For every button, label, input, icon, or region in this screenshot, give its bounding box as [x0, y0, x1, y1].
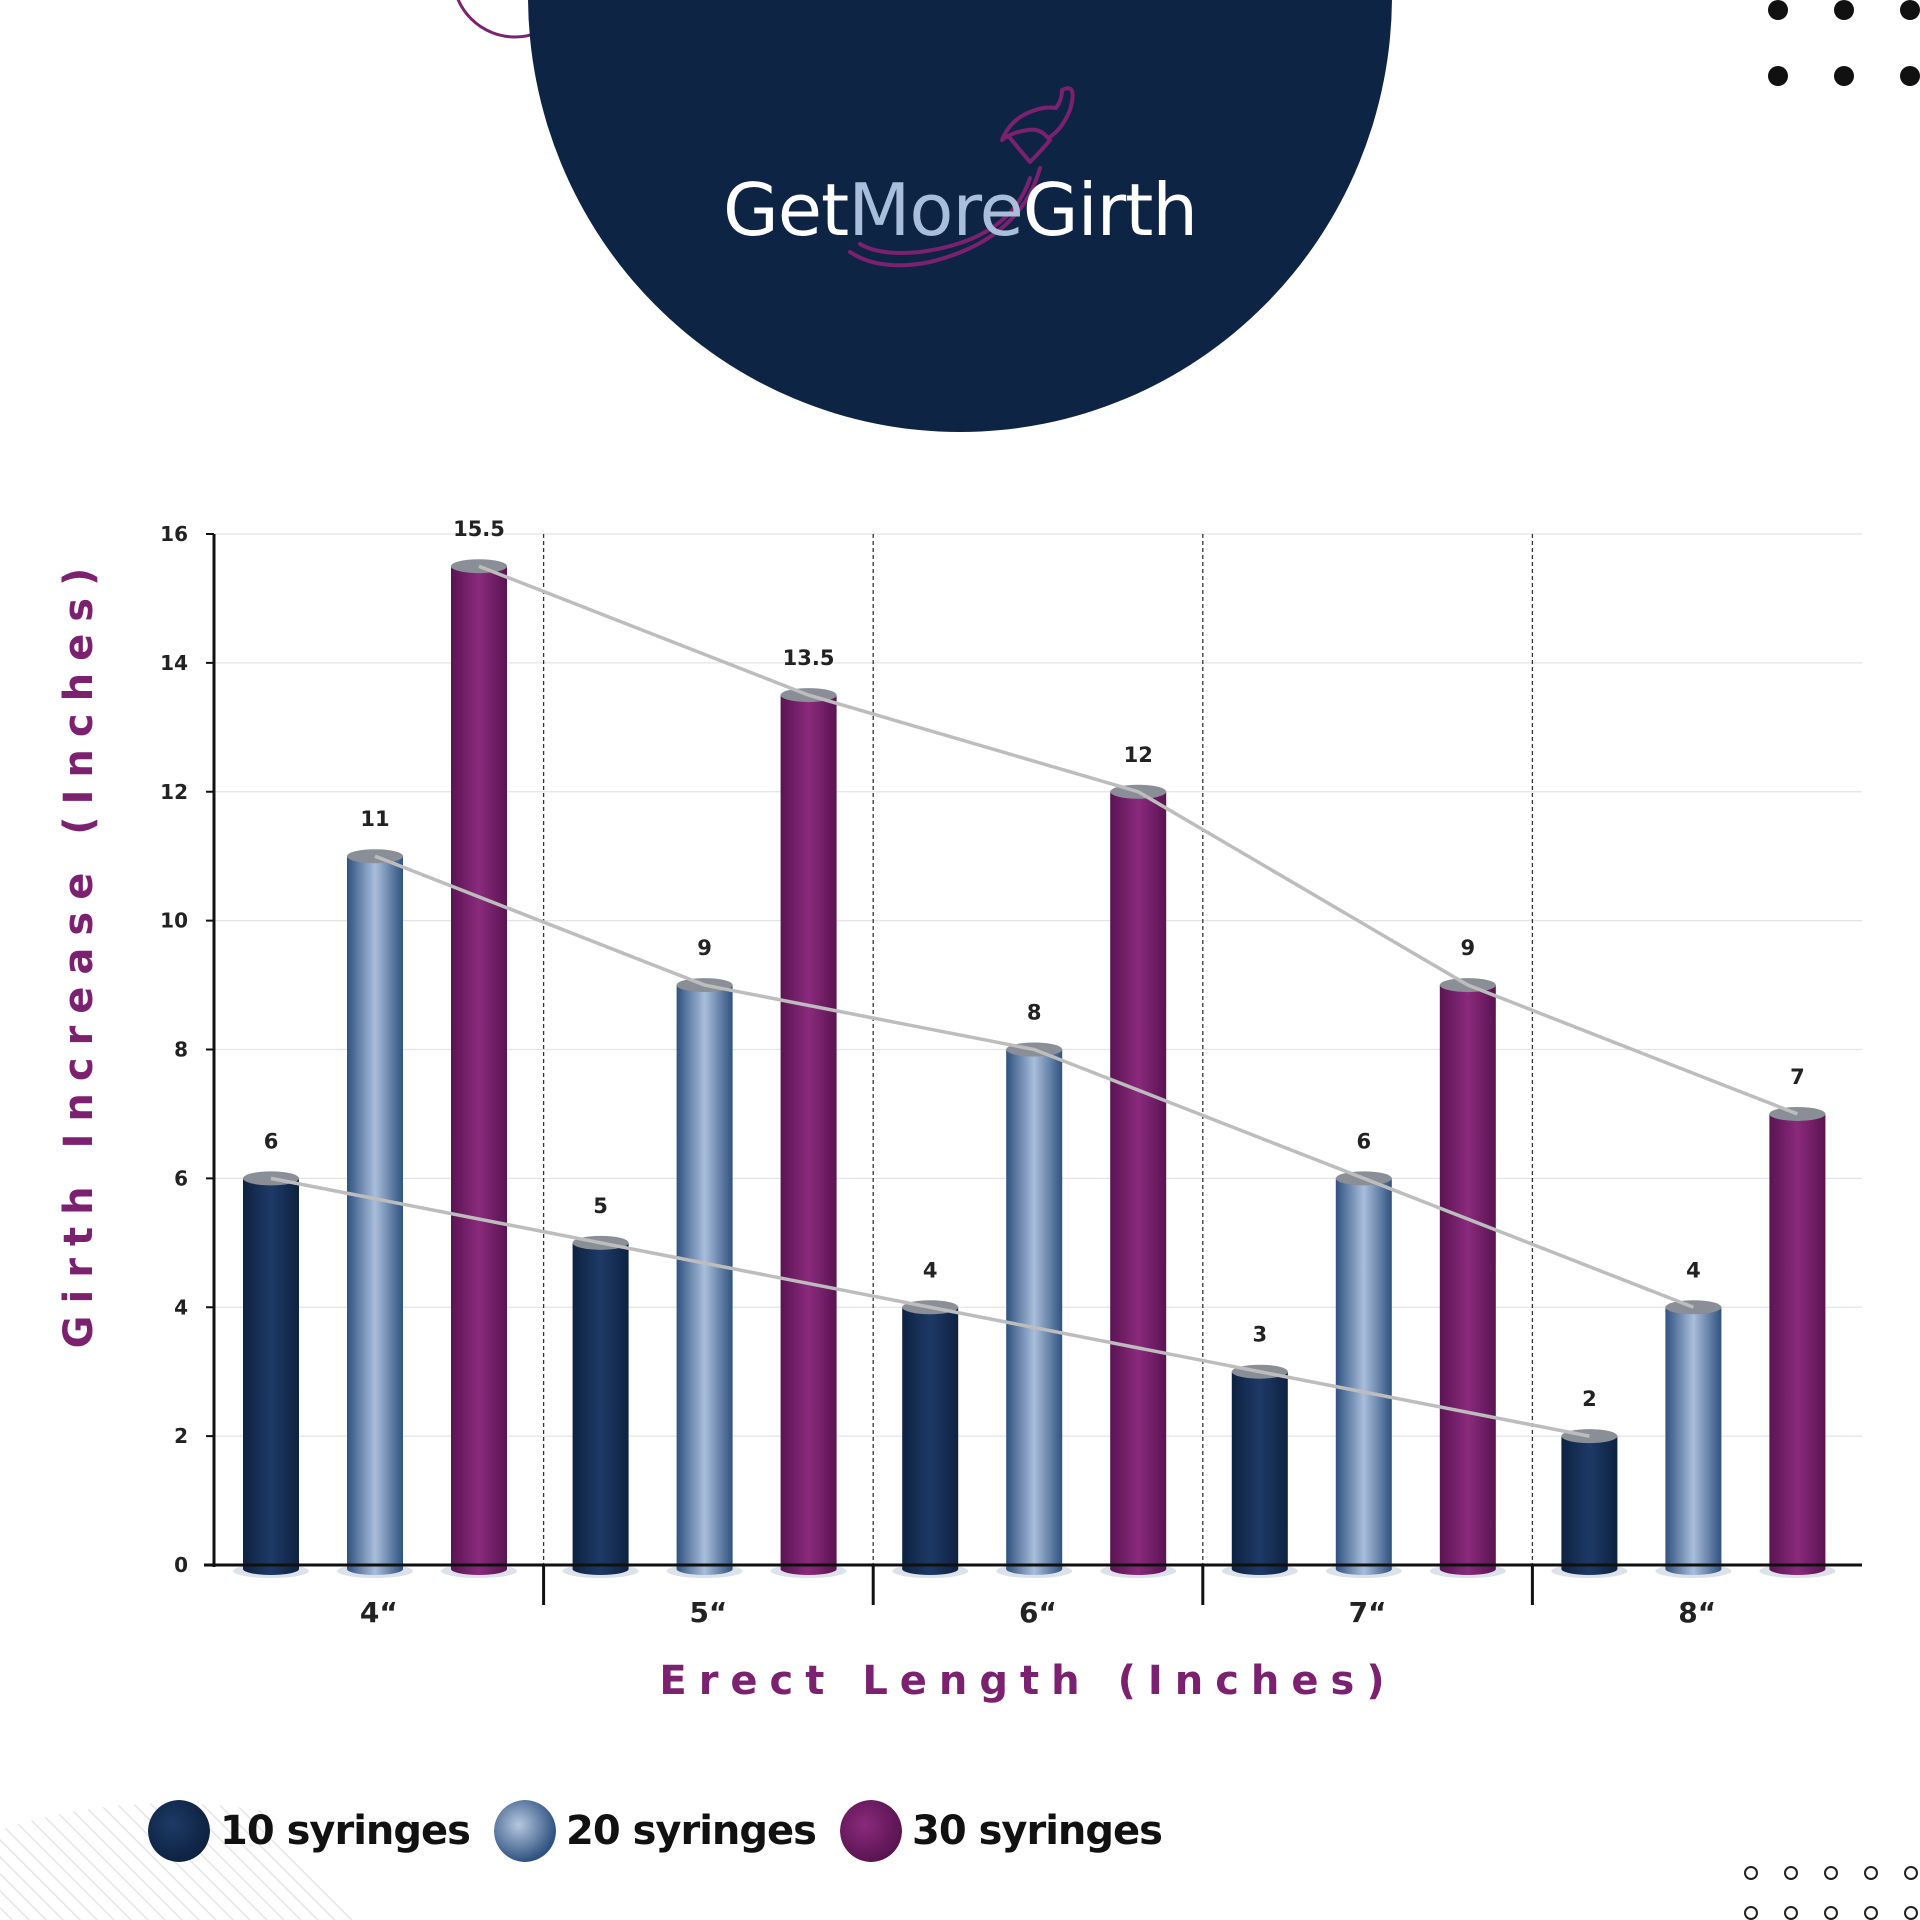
deco-dots-top-right	[1768, 0, 1920, 86]
bar	[1335, 1178, 1392, 1569]
logo-word-girth: Girth	[1022, 168, 1198, 252]
legend-item-30-syringes: 30 syringes	[840, 1800, 1163, 1862]
deco-rings-bottom-right	[1744, 1866, 1918, 1920]
trend-line	[478, 564, 1799, 1116]
bar	[1561, 1436, 1618, 1569]
bar	[902, 1307, 959, 1569]
logo-word-more: More	[848, 168, 1023, 252]
data-label: 6	[264, 1129, 279, 1153]
bar	[1231, 1371, 1288, 1569]
x-tick-label: 4“	[360, 1596, 398, 1629]
axis-layer: 0 2 4 6 8 10 12 14 16 4“ 5“ 6“ 7“ 8“	[160, 522, 1862, 1629]
legend-swatch-20-syringes	[494, 1800, 556, 1862]
data-label: 9	[1460, 936, 1475, 960]
deco-ring	[456, 0, 574, 39]
legend-item-20-syringes: 20 syringes	[494, 1800, 817, 1862]
x-tick-label: 6“	[1019, 1596, 1057, 1629]
data-label: 2	[1582, 1387, 1597, 1411]
data-label: 15.5	[453, 517, 505, 541]
y-tick-label: 8	[174, 1038, 188, 1062]
data-label: 5	[593, 1194, 608, 1218]
data-label: 9	[697, 936, 712, 960]
y-tick-label: 12	[160, 780, 188, 804]
bar	[243, 1178, 299, 1569]
x-axis-title: Erect Length (Inches)	[659, 1658, 1396, 1704]
y-tick-label: 4	[174, 1295, 188, 1319]
x-tick-label: 7“	[1349, 1596, 1387, 1629]
bar	[780, 695, 837, 1569]
x-tick-label: 5“	[689, 1596, 727, 1629]
bar	[451, 566, 507, 1569]
trend-line	[270, 1176, 1590, 1438]
trend-line	[374, 854, 1695, 1309]
legend-swatch-30-syringes	[840, 1800, 902, 1862]
bar	[1665, 1307, 1722, 1569]
eggplant-logo-icon	[848, 86, 1075, 268]
logo-word-get: Get	[722, 168, 849, 252]
bar	[347, 856, 403, 1569]
bar	[1439, 985, 1496, 1569]
data-label: 4	[1686, 1258, 1701, 1282]
y-tick-label: 2	[174, 1424, 188, 1448]
data-label: 8	[1027, 1001, 1042, 1025]
legend-label: 10 syringes	[220, 1808, 471, 1854]
bar	[1006, 1049, 1063, 1569]
brand-logo-wordmark: GetMoreGirth	[0, 168, 1920, 252]
data-label: 4	[923, 1258, 938, 1282]
y-tick-label: 10	[160, 909, 188, 933]
legend-swatch-10-syringes	[148, 1800, 210, 1862]
data-label: 11	[360, 807, 389, 831]
y-tick-label: 0	[174, 1553, 188, 1577]
trend-layer	[270, 564, 1799, 1438]
data-label: 12	[1124, 743, 1153, 767]
y-tick-label: 14	[160, 651, 188, 675]
legend-item-10-syringes: 10 syringes	[148, 1800, 471, 1862]
bar	[676, 985, 733, 1569]
x-tick-label: 8“	[1678, 1596, 1716, 1629]
data-label: 3	[1252, 1323, 1267, 1347]
bars-layer	[233, 559, 1836, 1578]
bar	[572, 1242, 629, 1569]
data-label: 6	[1356, 1129, 1371, 1153]
legend-label: 20 syringes	[566, 1808, 817, 1854]
y-axis-title: Girth Increase (Inches)	[56, 556, 102, 1349]
bar	[1769, 1113, 1826, 1569]
data-label: 7	[1790, 1065, 1805, 1089]
labels-layer: 6 5 4 3 2 11 9 8 6 4 15.5 13.5 12 9 7	[264, 517, 1805, 1411]
bar	[1110, 791, 1167, 1569]
legend-label: 30 syringes	[912, 1808, 1163, 1854]
data-label: 13.5	[783, 646, 835, 670]
y-tick-label: 6	[174, 1166, 188, 1190]
y-tick-label: 16	[160, 522, 188, 546]
